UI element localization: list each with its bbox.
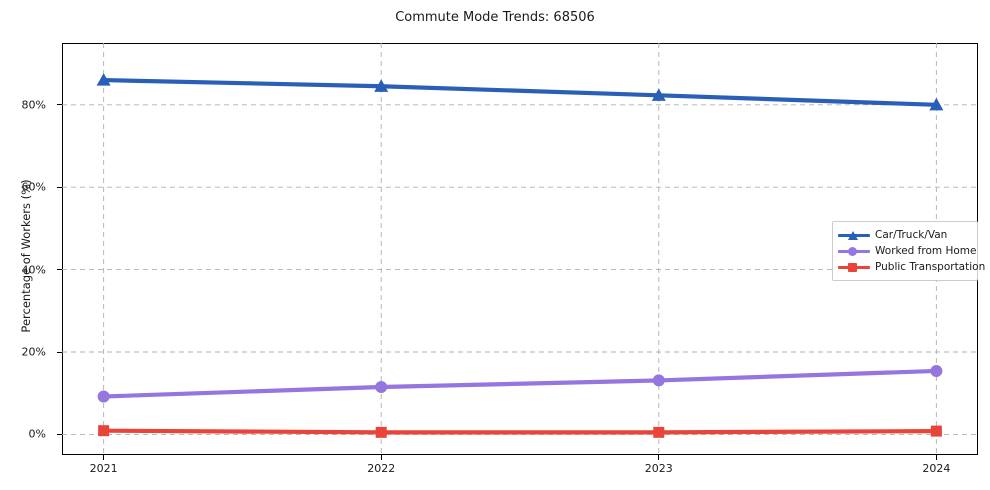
x-axis-tickmark <box>658 455 660 460</box>
y-axis-tickmark <box>57 433 62 436</box>
y-axis-tickmark <box>57 104 62 106</box>
y-axis-tickmark <box>57 186 62 188</box>
y-axis-tick-label: 20% <box>21 345 46 359</box>
legend-swatch-public-transportation <box>838 260 870 274</box>
legend-label-worked-from-home: Worked from Home <box>875 245 977 257</box>
x-axis-tick-label: 2021 <box>89 462 118 475</box>
y-axis-tickmark <box>57 269 62 271</box>
legend-swatch-worked-from-home <box>838 244 870 258</box>
y-axis-label: Percentage of Workers (%) <box>19 179 33 333</box>
y-axis-tick-label: 0% <box>28 427 46 441</box>
legend-label-public-transportation: Public Transportation <box>875 261 986 273</box>
x-axis-tick-label: 2022 <box>367 462 396 475</box>
y-axis-tick-label: 80% <box>21 98 46 112</box>
legend-swatch-car-truck-van <box>838 228 870 242</box>
legend-label-car-truck-van: Car/Truck/Van <box>875 229 948 241</box>
y-axis-tick-label: 60% <box>21 180 46 194</box>
chart-title: Commute Mode Trends: 68506 <box>395 10 595 25</box>
x-axis-tick-label: 2024 <box>922 462 951 475</box>
legend-item-public-transportation[interactable]: Public Transportation <box>838 259 985 275</box>
chart-legend[interactable]: Car/Truck/Van Worked from Home Public Tr… <box>832 221 985 281</box>
x-axis-tickmark <box>935 455 937 460</box>
y-axis-tickmark <box>57 351 62 353</box>
legend-item-worked-from-home[interactable]: Worked from Home <box>838 243 976 259</box>
legend-item-car-truck-van[interactable]: Car/Truck/Van <box>838 227 971 243</box>
y-axis-tick-label: 40% <box>21 263 46 277</box>
x-axis-tickmark <box>103 455 105 460</box>
x-axis-tick-label: 2023 <box>644 462 673 475</box>
x-axis-tickmark <box>380 455 382 460</box>
